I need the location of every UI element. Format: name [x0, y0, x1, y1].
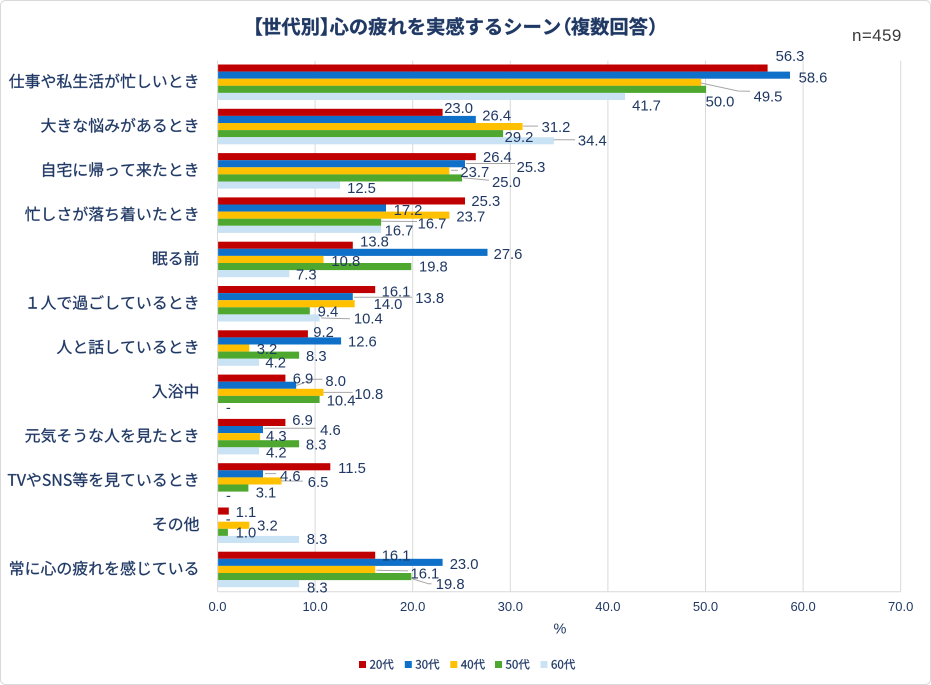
svg-text:-: - — [226, 400, 231, 416]
svg-text:27.6: 27.6 — [494, 247, 523, 263]
svg-text:23.7: 23.7 — [456, 210, 485, 226]
svg-text:49.5: 49.5 — [754, 90, 783, 106]
svg-text:10.0: 10.0 — [302, 599, 327, 614]
svg-text:6.5: 6.5 — [308, 475, 329, 491]
svg-text:10.4: 10.4 — [354, 312, 383, 328]
svg-text:16.1: 16.1 — [410, 567, 439, 583]
svg-text:25.3: 25.3 — [471, 194, 500, 210]
svg-text:19.8: 19.8 — [419, 260, 448, 276]
svg-text:58.6: 58.6 — [799, 70, 828, 86]
svg-text:56.3: 56.3 — [776, 49, 805, 65]
svg-text:13.8: 13.8 — [360, 234, 389, 250]
svg-text:16.1: 16.1 — [382, 284, 411, 300]
svg-text:9.4: 9.4 — [318, 305, 339, 321]
svg-text:16.1: 16.1 — [382, 548, 411, 564]
svg-text:4.6: 4.6 — [280, 469, 301, 485]
svg-text:4.2: 4.2 — [266, 445, 287, 461]
svg-text:-: - — [226, 512, 231, 528]
svg-text:8.3: 8.3 — [307, 532, 328, 548]
svg-text:1.0: 1.0 — [236, 526, 257, 542]
svg-text:25.3: 25.3 — [517, 160, 546, 176]
svg-text:12.5: 12.5 — [347, 181, 376, 197]
svg-text:16.7: 16.7 — [385, 223, 414, 239]
svg-text:50.0: 50.0 — [693, 599, 718, 614]
svg-text:%: % — [554, 622, 567, 638]
svg-text:60.0: 60.0 — [790, 599, 815, 614]
svg-text:23.0: 23.0 — [444, 101, 473, 117]
svg-text:4.3: 4.3 — [266, 429, 287, 445]
svg-text:16.7: 16.7 — [418, 216, 447, 232]
svg-text:50.0: 50.0 — [706, 94, 735, 110]
svg-text:n=459: n=459 — [852, 26, 902, 45]
svg-text:40.0: 40.0 — [595, 599, 620, 614]
svg-text:6.9: 6.9 — [292, 413, 313, 429]
svg-text:8.3: 8.3 — [306, 349, 327, 365]
svg-text:26.4: 26.4 — [482, 109, 511, 125]
svg-text:23.7: 23.7 — [460, 165, 489, 181]
svg-text:3.2: 3.2 — [257, 518, 278, 534]
svg-text:10.8: 10.8 — [331, 254, 360, 270]
svg-text:12.6: 12.6 — [348, 335, 377, 351]
svg-text:9.2: 9.2 — [313, 325, 334, 341]
svg-text:17.2: 17.2 — [394, 203, 423, 219]
svg-text:3.1: 3.1 — [256, 486, 277, 502]
svg-text:7.3: 7.3 — [296, 267, 317, 283]
svg-text:4.2: 4.2 — [265, 355, 286, 371]
svg-text:0.0: 0.0 — [208, 599, 226, 614]
svg-text:3.2: 3.2 — [257, 342, 278, 358]
svg-text:8.0: 8.0 — [325, 374, 346, 390]
svg-text:23.0: 23.0 — [450, 557, 479, 573]
svg-text:30.0: 30.0 — [498, 599, 523, 614]
svg-text:-: - — [226, 488, 231, 504]
svg-text:25.0: 25.0 — [492, 175, 521, 191]
svg-text:26.4: 26.4 — [483, 150, 512, 166]
svg-text:41.7: 41.7 — [632, 99, 661, 115]
svg-text:8.3: 8.3 — [306, 438, 327, 454]
svg-text:29.2: 29.2 — [505, 130, 534, 146]
svg-text:14.0: 14.0 — [374, 297, 403, 313]
svg-text:19.8: 19.8 — [436, 577, 465, 593]
svg-text:6.9: 6.9 — [293, 371, 314, 387]
svg-text:13.8: 13.8 — [415, 291, 444, 307]
svg-text:34.4: 34.4 — [578, 133, 607, 149]
svg-text:31.2: 31.2 — [542, 120, 571, 136]
svg-text:8.3: 8.3 — [307, 581, 328, 597]
svg-text:11.5: 11.5 — [338, 461, 366, 477]
svg-text:10.8: 10.8 — [354, 387, 383, 403]
svg-text:20.0: 20.0 — [400, 599, 425, 614]
svg-text:1.1: 1.1 — [236, 505, 257, 521]
svg-text:4.6: 4.6 — [320, 423, 341, 439]
svg-text:10.4: 10.4 — [327, 393, 356, 409]
svg-text:70.0: 70.0 — [888, 599, 913, 614]
